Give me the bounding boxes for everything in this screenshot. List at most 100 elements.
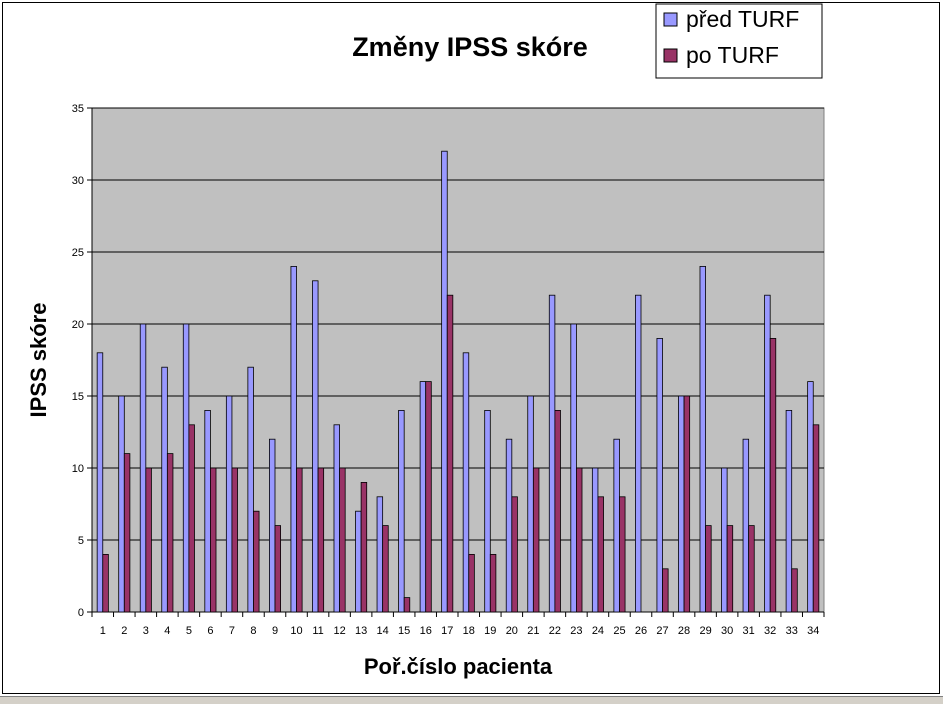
bar-pred-32: [764, 294, 771, 613]
bar-pred-6: [204, 409, 211, 613]
bar-po-3: [145, 467, 152, 613]
bar-po-30: [726, 525, 734, 613]
bar-po-8: [253, 510, 260, 613]
bar-pred-12: [333, 424, 340, 613]
bar-pred-4: [161, 366, 168, 613]
bar-pred-15: [398, 409, 405, 613]
bar-po-22: [554, 409, 561, 613]
legend-label: před TURF: [686, 6, 799, 32]
plot-area: [91, 107, 825, 613]
x-tick-label: 5: [186, 625, 192, 637]
x-tick-label: 33: [786, 625, 798, 637]
x-tick-label: 28: [678, 625, 690, 637]
x-tick-label: 32: [764, 625, 776, 637]
bar-pred-19: [484, 409, 491, 613]
bar-pred-27: [656, 337, 663, 613]
bar-pred-18: [462, 352, 470, 613]
bar-po-10: [296, 467, 303, 613]
bar-pred-23: [570, 323, 577, 613]
bar-pred-11: [312, 280, 319, 613]
x-tick-label: 24: [592, 625, 604, 637]
bar-po-15: [403, 597, 411, 613]
bar-pred-1: [96, 352, 104, 613]
x-tick-label: 4: [164, 625, 170, 637]
bar-po-23: [576, 467, 583, 613]
x-tick-label: 29: [699, 625, 711, 637]
bar-pred-16: [419, 381, 427, 613]
x-tick-label: 7: [229, 625, 235, 637]
bar-po-29: [705, 525, 712, 613]
x-tick-label: 25: [613, 625, 625, 637]
bar-po-6: [210, 467, 217, 613]
bar-pred-28: [678, 395, 685, 613]
y-tick-label: 15: [72, 391, 84, 403]
x-tick-label: 13: [355, 625, 367, 637]
x-tick-label: 16: [420, 625, 432, 637]
y-tick-label: 10: [72, 463, 84, 475]
bar-po-9: [274, 525, 281, 613]
bar-pred-5: [182, 323, 190, 613]
x-tick-label: 30: [721, 625, 733, 637]
x-tick-label: 9: [272, 625, 278, 637]
y-tick-label: 5: [78, 535, 84, 547]
bar-po-19: [489, 554, 497, 613]
bar-po-31: [748, 525, 755, 613]
bar-po-11: [317, 467, 325, 613]
bar-po-16: [425, 381, 432, 613]
bar-pred-29: [699, 265, 706, 613]
bar-pred-33: [785, 409, 793, 613]
bar-pred-7: [225, 395, 233, 613]
x-tick-label: 11: [312, 625, 323, 637]
bar-po-33: [791, 568, 798, 613]
bar-pred-9: [268, 438, 276, 613]
bar-po-17: [446, 294, 454, 613]
x-tick-label: 1: [100, 625, 106, 637]
bar-po-32: [769, 337, 777, 613]
bar-pred-26: [635, 294, 642, 613]
bar-po-21: [532, 467, 540, 613]
bar-po-2: [123, 453, 131, 613]
bar-pred-30: [721, 467, 728, 613]
bar-pred-13: [355, 510, 362, 613]
x-tick-label: 14: [377, 625, 389, 637]
x-tick-label: 19: [484, 625, 496, 637]
x-tick-label: 10: [290, 625, 302, 637]
bar-po-14: [382, 525, 389, 613]
x-tick-label: 2: [121, 625, 127, 637]
y-tick-label: 30: [72, 175, 84, 187]
bar-pred-24: [591, 467, 599, 613]
bar-pred-14: [376, 496, 384, 613]
bar-pred-34: [807, 381, 814, 613]
legend-swatch: [663, 48, 678, 63]
x-tick-label: 26: [635, 625, 647, 637]
bar-po-7: [231, 467, 238, 613]
bar-pred-25: [613, 438, 620, 613]
bar-pred-10: [290, 265, 297, 613]
bar-pred-31: [742, 438, 750, 613]
bar-po-28: [683, 395, 691, 613]
x-tick-label: 27: [656, 625, 668, 637]
bar-pred-8: [247, 366, 254, 613]
x-tick-label: 21: [527, 625, 539, 637]
y-tick-label: 20: [72, 319, 84, 331]
bar-po-20: [511, 496, 518, 613]
x-tick-label: 23: [570, 625, 582, 637]
y-axis-label: IPSS skóre: [26, 303, 51, 418]
x-tick-label: 15: [398, 625, 410, 637]
x-tick-label: 6: [207, 625, 213, 637]
bar-pred-3: [139, 323, 147, 613]
x-tick-label: 22: [549, 625, 561, 637]
legend: [655, 3, 823, 79]
bar-pred-20: [505, 438, 513, 613]
bar-po-34: [812, 424, 820, 613]
bar-pred-21: [527, 395, 534, 613]
x-tick-label: 34: [807, 625, 819, 637]
legend-label: po TURF: [686, 42, 779, 68]
bar-po-25: [619, 496, 626, 613]
x-tick-label: 3: [143, 625, 149, 637]
bar-po-12: [339, 467, 346, 613]
x-tick-label: 20: [506, 625, 518, 637]
x-tick-label: 8: [250, 625, 256, 637]
sheet-tab-bar[interactable]: [0, 696, 943, 704]
